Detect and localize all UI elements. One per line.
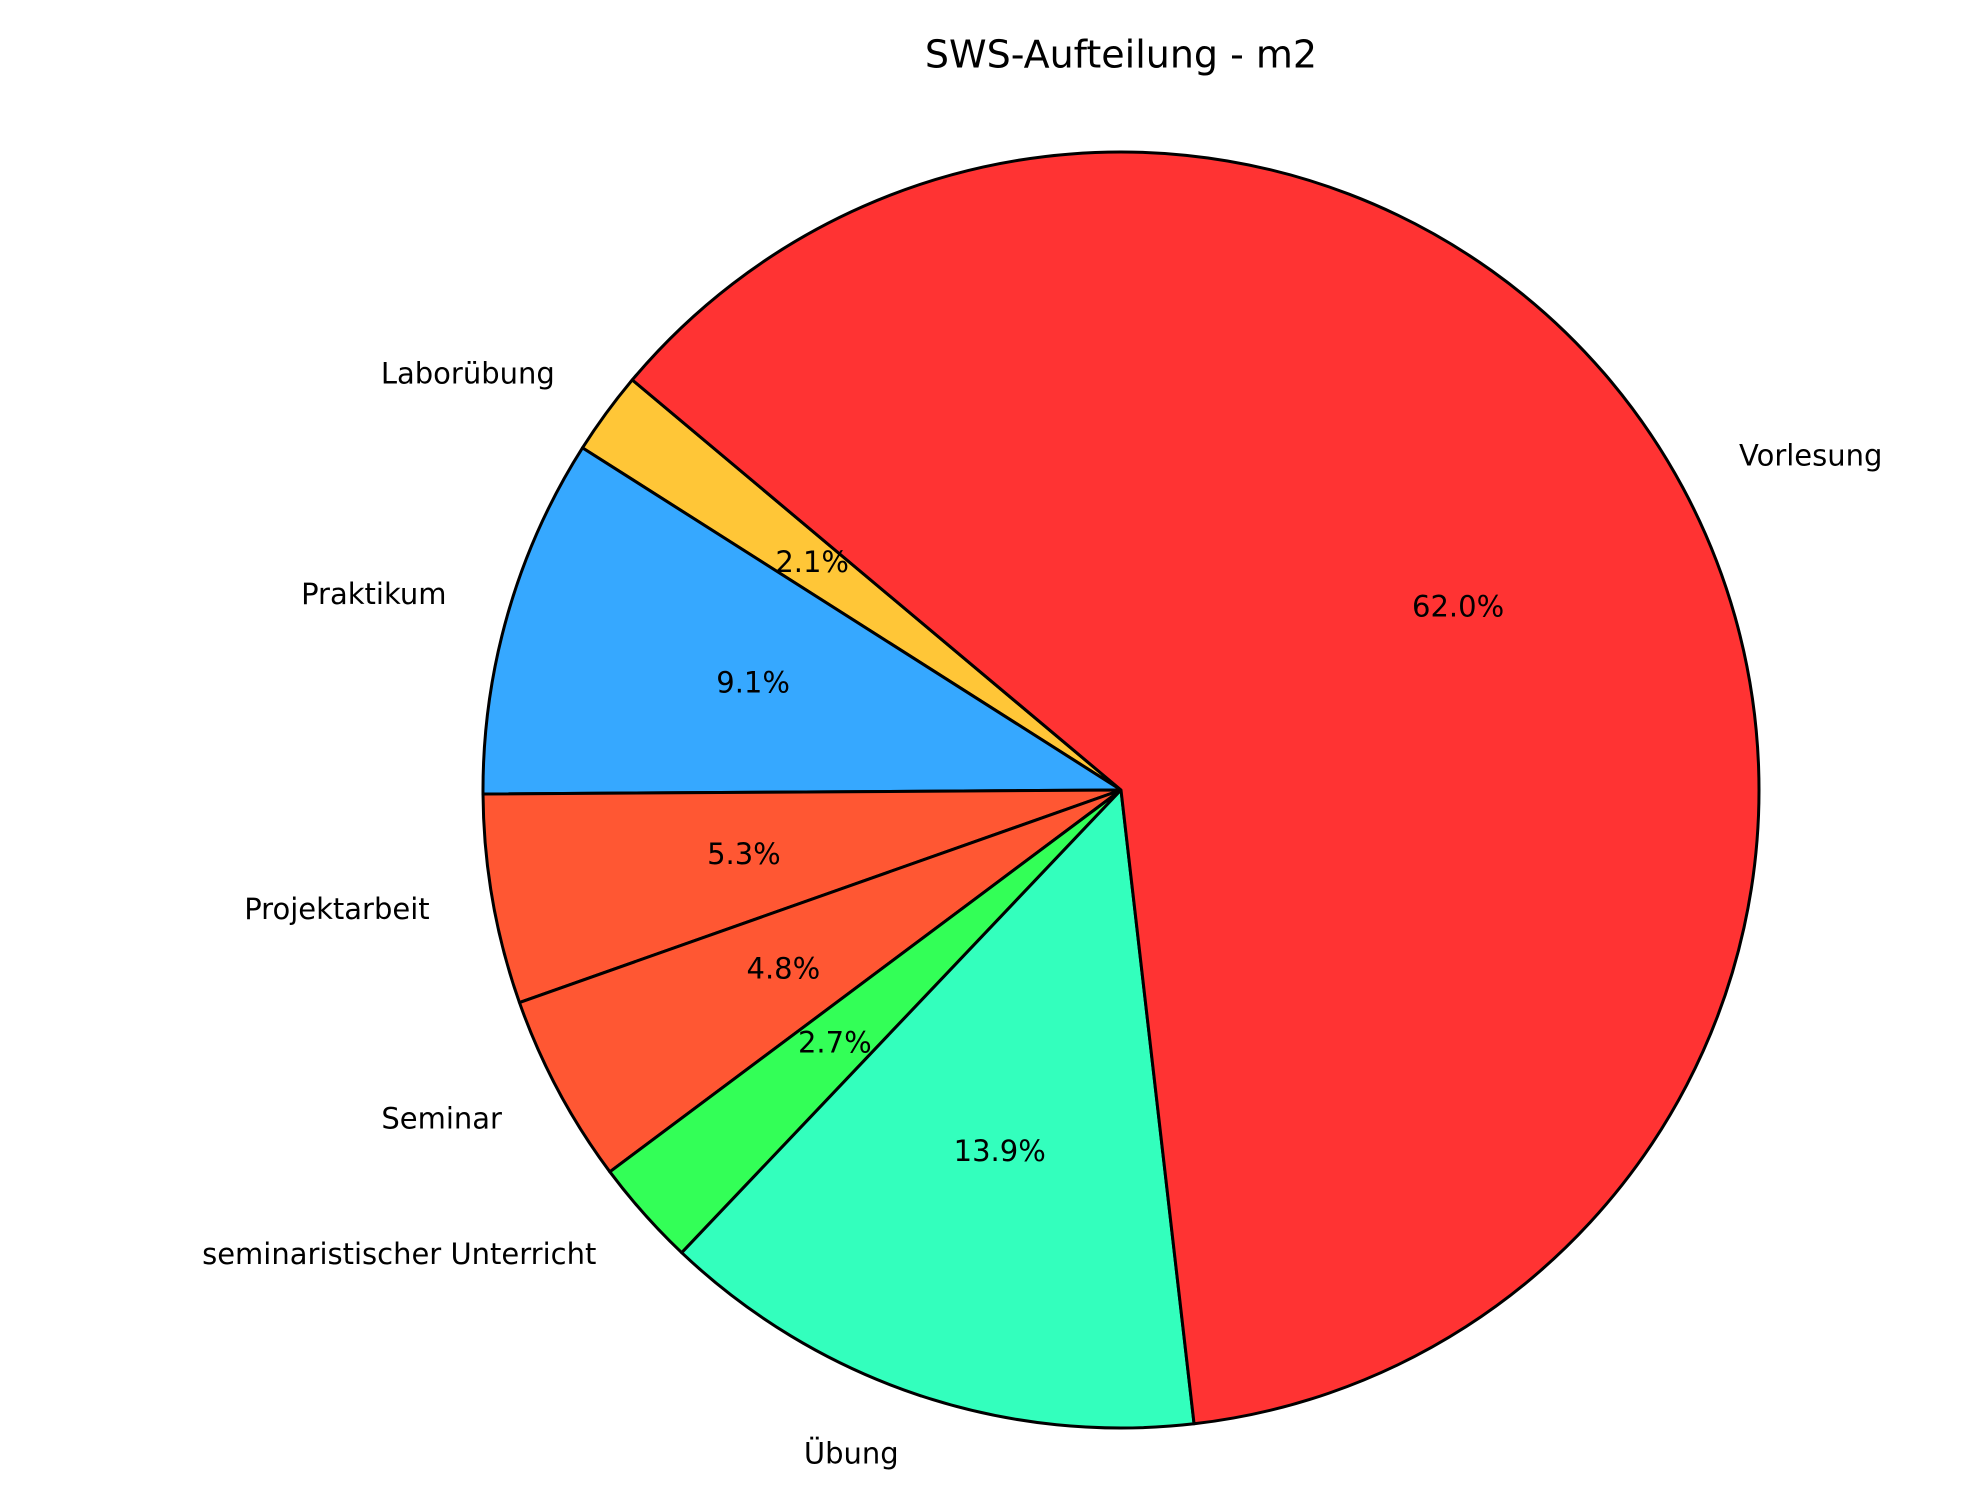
slice-label: Seminar [381, 1102, 502, 1136]
value-label: 9.1% [716, 665, 790, 699]
slice-label: Projektarbeit [244, 892, 429, 926]
slice-label: Übung [804, 1437, 899, 1471]
slice-label: Laborübung [381, 356, 555, 390]
pie-slice [680, 788, 1196, 1430]
slice-label: Vorlesung [1739, 438, 1882, 472]
value-label: 5.3% [707, 837, 781, 871]
chart-title: SWS-Aufteilung - m2 [925, 33, 1317, 77]
slice-label: Praktikum [301, 577, 446, 611]
pie-slice [630, 150, 1761, 1426]
slice-label: seminaristischer Unterricht [202, 1237, 596, 1271]
value-label: 2.1% [775, 545, 849, 579]
pie-slice [481, 446, 1123, 796]
value-label: 2.7% [798, 1025, 872, 1059]
value-label: 13.9% [954, 1134, 1046, 1168]
pie-slice [481, 788, 1123, 1005]
value-label: 4.8% [747, 951, 821, 985]
value-label: 62.0% [1412, 590, 1504, 624]
pie-slice [517, 788, 1123, 1174]
